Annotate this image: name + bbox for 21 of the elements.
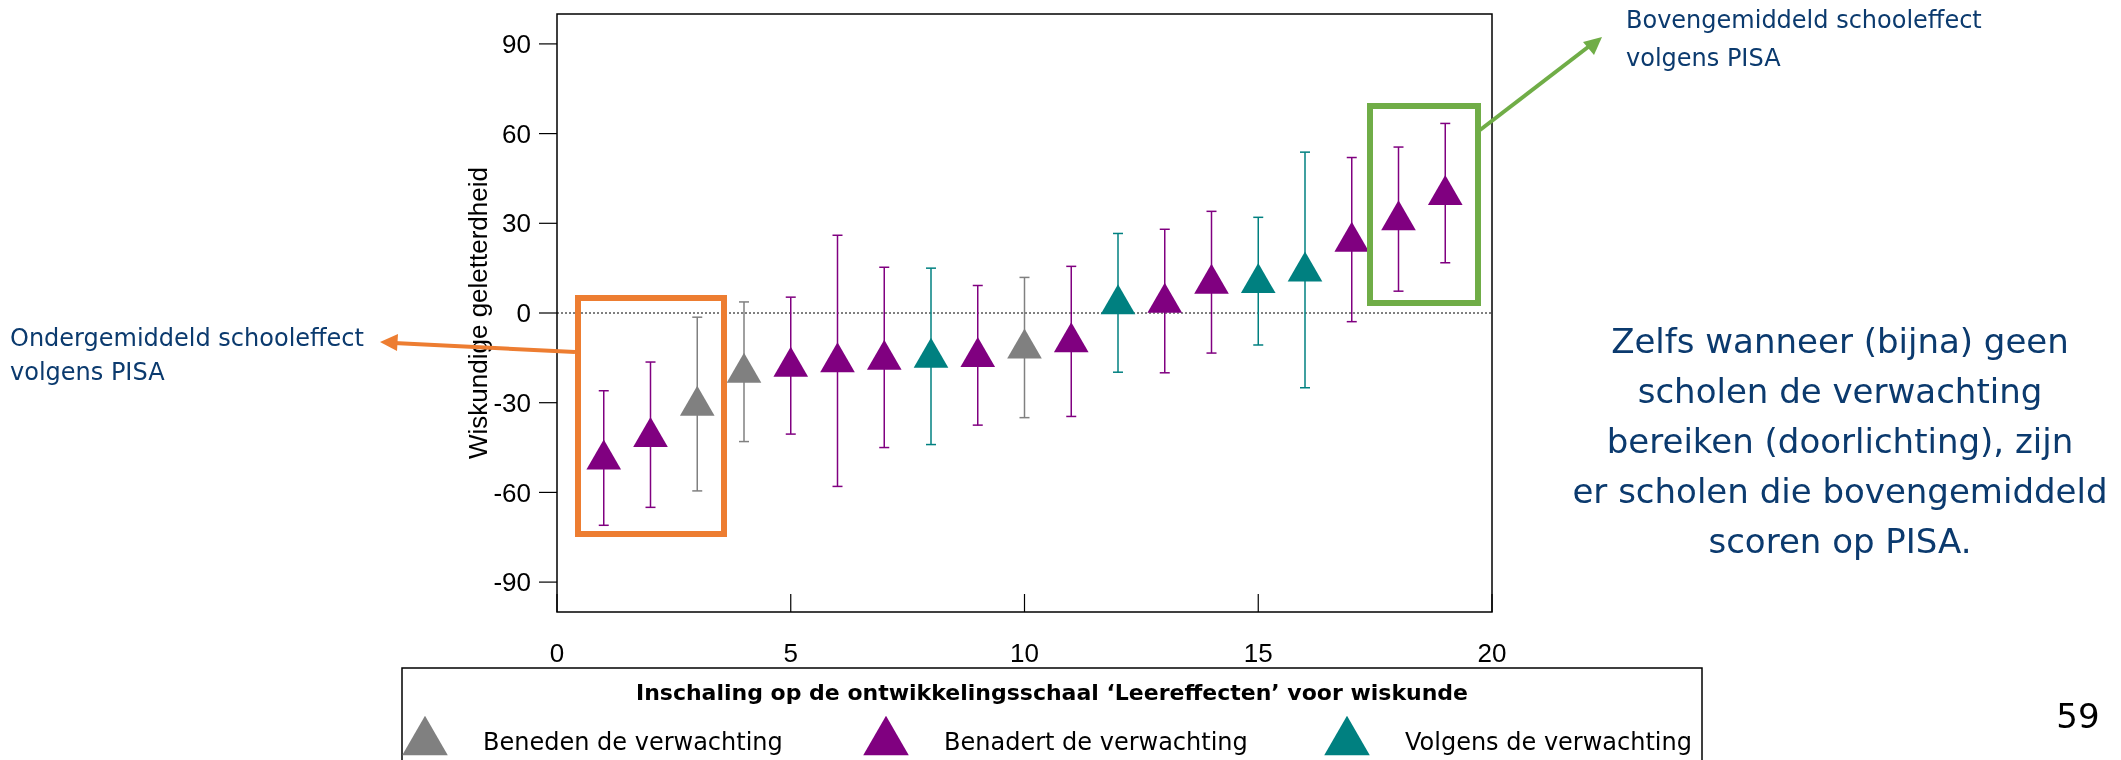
y-tick-label: 0 bbox=[516, 298, 531, 329]
y-tick-label: -30 bbox=[493, 387, 531, 418]
legend-label: Benadert de verwachting bbox=[944, 728, 1248, 756]
text: Bovengemiddeld schooleffect volgens PISA bbox=[1626, 6, 1982, 72]
x-tick-label: 0 bbox=[549, 638, 565, 668]
x-tick-label: 5 bbox=[783, 638, 798, 668]
legend-label: Beneden de verwachting bbox=[483, 728, 783, 756]
legend-label: Volgens de verwachting bbox=[1405, 728, 1692, 756]
y-axis-title: Wiskundige geletterdheid bbox=[463, 167, 493, 459]
x-tick-label: 20 bbox=[1477, 638, 1507, 668]
y-tick-label: -60 bbox=[493, 477, 531, 508]
y-tick-label: -90 bbox=[493, 567, 531, 598]
text: 59 bbox=[2056, 696, 2100, 736]
y-tick-label: 90 bbox=[502, 29, 531, 59]
text: Zelfs wanneer (bijna) geen scholen de verwachting bereiken (doorlichting), zijn er scholen die bovengemiddeld scoren op PISA. bbox=[1572, 321, 2108, 561]
legend-title: Inschaling op de ontwikkelingsschaal ‘Leereffecten’ voor wiskunde bbox=[635, 680, 1469, 705]
x-tick-label: 15 bbox=[1243, 638, 1273, 668]
y-tick-label: 30 bbox=[502, 208, 531, 239]
text: Ondergemiddeld schooleffect volgens PISA bbox=[10, 324, 364, 386]
y-tick-label: 60 bbox=[502, 118, 531, 149]
x-tick-label: 10 bbox=[1010, 638, 1039, 668]
